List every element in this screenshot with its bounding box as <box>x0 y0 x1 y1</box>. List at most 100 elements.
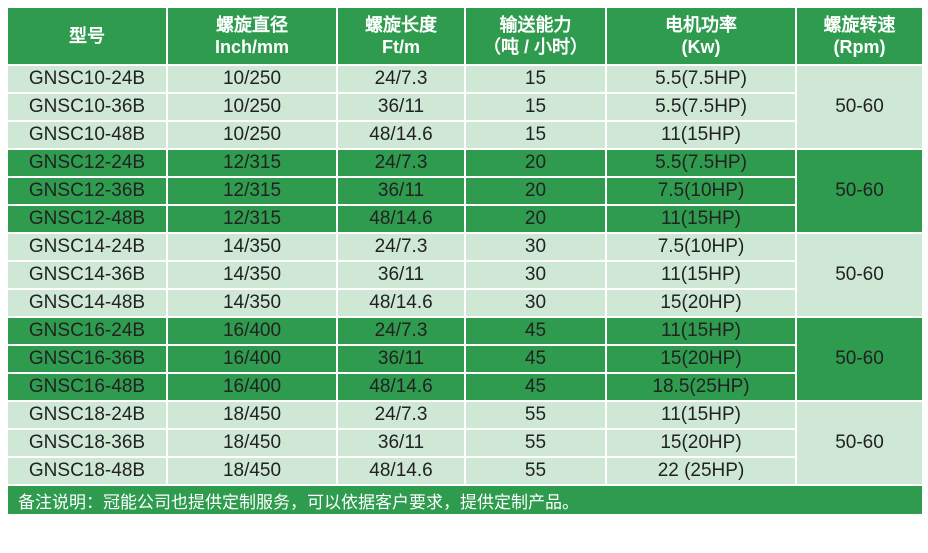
table-row: GNSC12-48B 12/315 48/14.6 20 11(15HP) <box>6 204 923 234</box>
table-row: GNSC16-36B 16/400 36/11 45 15(20HP) <box>6 344 923 374</box>
table-cell: 24/7.3 <box>336 64 466 94</box>
column-header: 输送能力 （吨 / 小时） <box>464 6 607 66</box>
header-line2: (Rpm) <box>833 37 886 57</box>
table-row: GNSC14-48B 14/350 48/14.6 30 15(20HP) <box>6 288 923 318</box>
table-cell: 18/450 <box>166 400 338 430</box>
table-cell: 10/250 <box>166 92 338 122</box>
table-cell: 18/450 <box>166 456 338 486</box>
table-row: GNSC12-24B 12/315 24/7.3 20 5.5(7.5HP) 50-60 <box>6 148 924 234</box>
table-cell: 18.5(25HP) <box>605 372 797 402</box>
column-header: 螺旋转速 (Rpm) <box>795 6 924 66</box>
table-cell: 48/14.6 <box>336 456 466 486</box>
table-row: GNSC18-24B 18/450 24/7.3 55 11(15HP) 50-60 <box>6 400 924 486</box>
table-row: GNSC10-36B 10/250 36/11 15 5.5(7.5HP) <box>6 92 923 122</box>
table-row: GNSC10-48B 10/250 48/14.6 15 11(15HP) <box>6 120 923 150</box>
table-cell: GNSC10-36B <box>6 92 168 122</box>
table-cell: 24/7.3 <box>336 400 466 430</box>
header-line1: 螺旋转速 <box>823 15 896 35</box>
table-cell: 55 <box>464 428 607 458</box>
table-cell: 45 <box>464 344 607 374</box>
table-cell: GNSC12-36B <box>6 176 168 206</box>
table-cell: 15 <box>464 64 607 94</box>
column-header: 螺旋长度 Ft/m <box>336 6 466 66</box>
table-cell: 12/315 <box>166 204 338 234</box>
table-cell: 20 <box>464 204 607 234</box>
table-cell: 18/450 <box>166 428 338 458</box>
rpm-cell: 50-60 <box>795 148 924 234</box>
table-cell: 45 <box>464 372 607 402</box>
table-cell: 10/250 <box>166 120 338 150</box>
table-row: GNSC18-36B 18/450 36/11 55 15(20HP) <box>6 428 923 458</box>
table-cell: 30 <box>464 288 607 318</box>
table-cell: GNSC14-24B <box>6 232 168 262</box>
table-cell: 15 <box>464 92 607 122</box>
table-cell: GNSC18-36B <box>6 428 168 458</box>
header-line2: (Kw) <box>681 37 721 57</box>
table-cell: 7.5(10HP) <box>605 176 797 206</box>
table-cell: GNSC10-48B <box>6 120 168 150</box>
table-cell: GNSC14-48B <box>6 288 168 318</box>
table-cell: 12/315 <box>166 176 338 206</box>
table-cell: 14/350 <box>166 232 338 262</box>
table-cell: GNSC12-48B <box>6 204 168 234</box>
header-line1: 输送能力 <box>499 15 572 35</box>
table-cell: 11(15HP) <box>605 204 797 234</box>
table-cell: GNSC10-24B <box>6 64 168 94</box>
table-cell: 11(15HP) <box>605 400 797 430</box>
table-row: GNSC18-48B 18/450 48/14.6 55 22 (25HP) <box>6 456 923 486</box>
table-cell: 11(15HP) <box>605 316 797 346</box>
table-cell: GNSC18-48B <box>6 456 168 486</box>
rpm-cell: 50-60 <box>795 316 924 402</box>
table-cell: GNSC16-36B <box>6 344 168 374</box>
table-cell: 15(20HP) <box>605 288 797 318</box>
table-cell: 16/400 <box>166 344 338 374</box>
table-cell: 55 <box>464 400 607 430</box>
table-cell: 20 <box>464 148 607 178</box>
table-cell: 11(15HP) <box>605 260 797 290</box>
header-line1: 型号 <box>69 26 105 46</box>
table-cell: 5.5(7.5HP) <box>605 148 797 178</box>
table-cell: 36/11 <box>336 92 466 122</box>
table-cell: 48/14.6 <box>336 288 466 318</box>
table-cell: 24/7.3 <box>336 232 466 262</box>
column-header: 电机功率 (Kw) <box>605 6 797 66</box>
table-cell: 45 <box>464 316 607 346</box>
table-cell: 36/11 <box>336 428 466 458</box>
header-line1: 螺旋直径 <box>216 15 288 35</box>
header-line2: （吨 / 小时） <box>482 37 588 57</box>
table-cell: 30 <box>464 232 607 262</box>
column-header: 螺旋直径 Inch/mm <box>166 6 338 66</box>
table-cell: 11(15HP) <box>605 120 797 150</box>
table-row: GNSC14-24B 14/350 24/7.3 30 7.5(10HP) 50-60 <box>6 232 924 318</box>
table-row: GNSC16-48B 16/400 48/14.6 45 18.5(25HP) <box>6 372 923 402</box>
table-cell: 36/11 <box>336 260 466 290</box>
table-row: GNSC14-36B 14/350 36/11 30 11(15HP) <box>6 260 923 290</box>
header-line1: 螺旋长度 <box>365 15 437 35</box>
rpm-cell: 50-60 <box>795 400 924 486</box>
header-line2: Ft/m <box>382 37 420 57</box>
table-cell: 15(20HP) <box>605 428 797 458</box>
table-row: GNSC10-24B 10/250 24/7.3 15 5.5(7.5HP) 50-60 <box>6 64 924 150</box>
table-cell: 5.5(7.5HP) <box>605 92 797 122</box>
table-cell: 48/14.6 <box>336 120 466 150</box>
table-cell: 12/315 <box>166 148 338 178</box>
table-cell: GNSC14-36B <box>6 260 168 290</box>
table-cell: 36/11 <box>336 176 466 206</box>
spec-table: 型号 螺旋直径 Inch/mm 螺旋长度 Ft/m 输送能力 （吨 / 小时） 电机功率 (Kw… <box>6 6 924 516</box>
table-cell: 24/7.3 <box>336 316 466 346</box>
table-row: GNSC16-24B 16/400 24/7.3 45 11(15HP) 50-60 <box>6 316 924 402</box>
header-line2: Inch/mm <box>214 37 289 57</box>
table-cell: 16/400 <box>166 372 338 402</box>
table-cell: 10/250 <box>166 64 338 94</box>
table-cell: 30 <box>464 260 607 290</box>
rpm-cell: 50-60 <box>795 232 924 318</box>
table-cell: 48/14.6 <box>336 204 466 234</box>
footer-note: 备注说明：冠能公司也提供定制服务，可以依据客户要求，提供定制产品。 <box>6 484 924 516</box>
table-cell: 22 (25HP) <box>605 456 797 486</box>
table-cell: 7.5(10HP) <box>605 232 797 262</box>
table-cell: GNSC18-24B <box>6 400 168 430</box>
table-cell: 5.5(7.5HP) <box>605 64 797 94</box>
table-cell: GNSC16-48B <box>6 372 168 402</box>
table-cell: 20 <box>464 176 607 206</box>
table-cell: GNSC12-24B <box>6 148 168 178</box>
